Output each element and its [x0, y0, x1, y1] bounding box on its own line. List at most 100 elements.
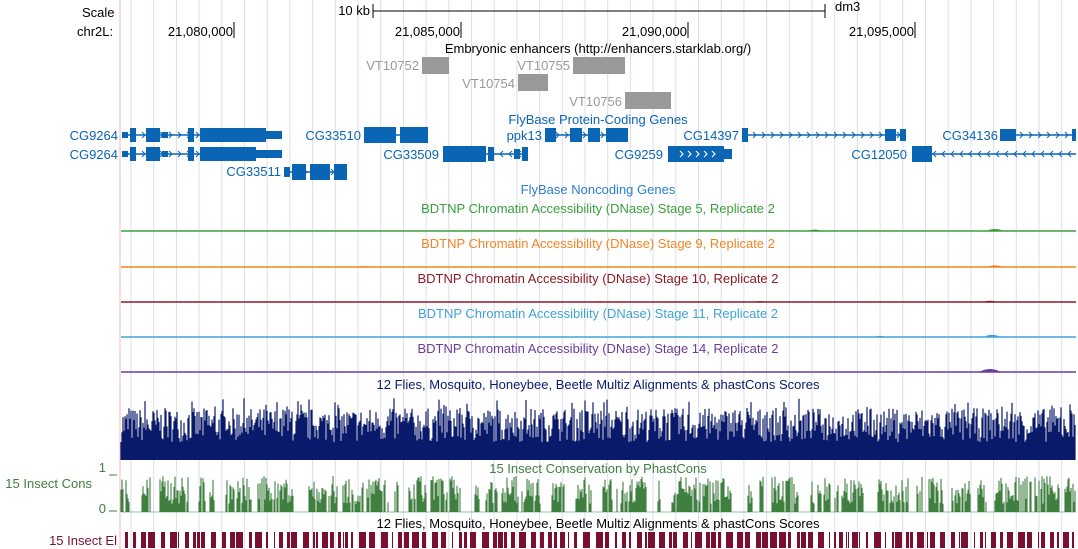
conserved-element[interactable]: [369, 532, 375, 548]
gene-label-cg34136[interactable]: CG34136: [942, 128, 998, 143]
conserved-element[interactable]: [756, 532, 761, 548]
conserved-element[interactable]: [343, 532, 344, 548]
conserved-element[interactable]: [669, 532, 672, 548]
conserved-element[interactable]: [859, 532, 860, 548]
conserved-element[interactable]: [834, 532, 836, 548]
conserved-element[interactable]: [274, 532, 275, 548]
dnase-track-4[interactable]: [121, 369, 1076, 372]
conserved-element[interactable]: [892, 532, 894, 548]
conserved-element[interactable]: [797, 532, 800, 548]
conserved-element[interactable]: [917, 532, 924, 548]
conserved-element[interactable]: [1072, 532, 1074, 548]
conserved-element[interactable]: [961, 532, 968, 548]
conserved-element[interactable]: [839, 532, 843, 548]
conserved-element[interactable]: [249, 532, 252, 548]
dnase-track-1[interactable]: [121, 265, 1076, 267]
conserved-element[interactable]: [338, 532, 341, 548]
conserved-element[interactable]: [133, 532, 136, 548]
conserved-element[interactable]: [560, 532, 565, 548]
enhancer-label-vt10756[interactable]: VT10756: [569, 94, 622, 109]
conserved-element[interactable]: [906, 532, 909, 548]
conserved-element[interactable]: [629, 532, 631, 548]
gene-model[interactable]: [122, 147, 282, 161]
enhancer-label-vt10755[interactable]: VT10755: [517, 58, 570, 73]
conserved-element[interactable]: [927, 532, 928, 548]
gene-label-cg12050[interactable]: CG12050: [851, 147, 907, 162]
conserved-element[interactable]: [422, 532, 426, 548]
dnase-track-3[interactable]: [121, 335, 1076, 337]
conserved-element[interactable]: [287, 532, 290, 548]
conserved-element[interactable]: [201, 532, 205, 548]
gene-model[interactable]: [668, 146, 732, 162]
conserved-element[interactable]: [801, 532, 806, 548]
conserved-element[interactable]: [695, 532, 702, 548]
gene-model[interactable]: [284, 164, 347, 180]
gene-label-cg9264-a[interactable]: CG9264: [70, 128, 118, 143]
dnase-track-0[interactable]: [121, 229, 1076, 231]
conserved-element[interactable]: [706, 532, 710, 548]
conserved-element[interactable]: [148, 532, 155, 548]
conserved-element[interactable]: [392, 532, 393, 548]
conserved-element[interactable]: [583, 532, 590, 548]
conserved-element[interactable]: [313, 532, 315, 548]
conserved-element[interactable]: [351, 532, 353, 548]
conserved-element[interactable]: [236, 532, 243, 548]
conserved-element[interactable]: [940, 532, 945, 548]
conserved-element[interactable]: [316, 532, 318, 548]
conserved-element[interactable]: [959, 532, 960, 548]
conserved-element[interactable]: [464, 532, 467, 548]
conserved-element[interactable]: [1000, 532, 1003, 548]
conserved-element[interactable]: [930, 532, 935, 548]
gene-model[interactable]: [545, 128, 628, 142]
conserved-element[interactable]: [266, 532, 268, 548]
conserved-element[interactable]: [991, 532, 996, 548]
conserved-element[interactable]: [691, 532, 692, 548]
conserved-element[interactable]: [846, 532, 847, 548]
gene-label-cg14397[interactable]: CG14397: [683, 128, 739, 143]
conserved-element[interactable]: [531, 532, 536, 548]
conserved-element[interactable]: [493, 532, 497, 548]
conserved-element[interactable]: [985, 532, 986, 548]
conserved-element[interactable]: [161, 532, 165, 548]
conserved-element[interactable]: [1018, 532, 1025, 548]
conserved-element[interactable]: [279, 532, 283, 548]
conserved-element[interactable]: [874, 532, 881, 548]
conserved-element[interactable]: [511, 532, 515, 548]
conserved-element[interactable]: [852, 532, 858, 548]
conserved-element[interactable]: [548, 532, 552, 548]
conserved-element[interactable]: [829, 532, 830, 548]
conserved-element[interactable]: [788, 532, 791, 548]
conserved-element[interactable]: [818, 532, 824, 548]
conserved-element[interactable]: [951, 532, 955, 548]
conserved-element[interactable]: [519, 532, 526, 548]
conserved-element[interactable]: [1007, 532, 1013, 548]
gene-label-cg9259[interactable]: CG9259: [615, 147, 663, 162]
conserved-element[interactable]: [737, 532, 743, 548]
conserved-element[interactable]: [648, 532, 655, 548]
conserved-element[interactable]: [615, 532, 617, 548]
conserved-element[interactable]: [605, 532, 609, 548]
conserved-element[interactable]: [885, 532, 886, 548]
conserved-element[interactable]: [659, 532, 665, 548]
conserved-element[interactable]: [345, 532, 348, 548]
conserved-element[interactable]: [482, 532, 489, 548]
conserved-element[interactable]: [193, 532, 196, 548]
conserved-element[interactable]: [303, 532, 309, 548]
conserved-element-bars[interactable]: [125, 532, 1074, 548]
conserved-element[interactable]: [452, 532, 453, 548]
conserved-element[interactable]: [441, 532, 446, 548]
phastcons-bars[interactable]: [121, 476, 1076, 512]
conserved-element[interactable]: [622, 532, 626, 548]
conserved-element[interactable]: [398, 532, 402, 548]
conserved-element[interactable]: [322, 532, 328, 548]
gene-model[interactable]: [443, 146, 528, 162]
multiz-conservation-bars[interactable]: [121, 398, 1075, 460]
gene-model[interactable]: [364, 127, 428, 143]
conserved-element[interactable]: [197, 532, 200, 548]
conserved-element[interactable]: [1063, 532, 1069, 548]
conserved-element[interactable]: [230, 532, 235, 548]
conserved-element[interactable]: [1057, 532, 1059, 548]
conserved-element[interactable]: [910, 532, 913, 548]
conserved-element[interactable]: [222, 532, 226, 548]
enhancer-label-vt10752[interactable]: VT10752: [366, 58, 419, 73]
